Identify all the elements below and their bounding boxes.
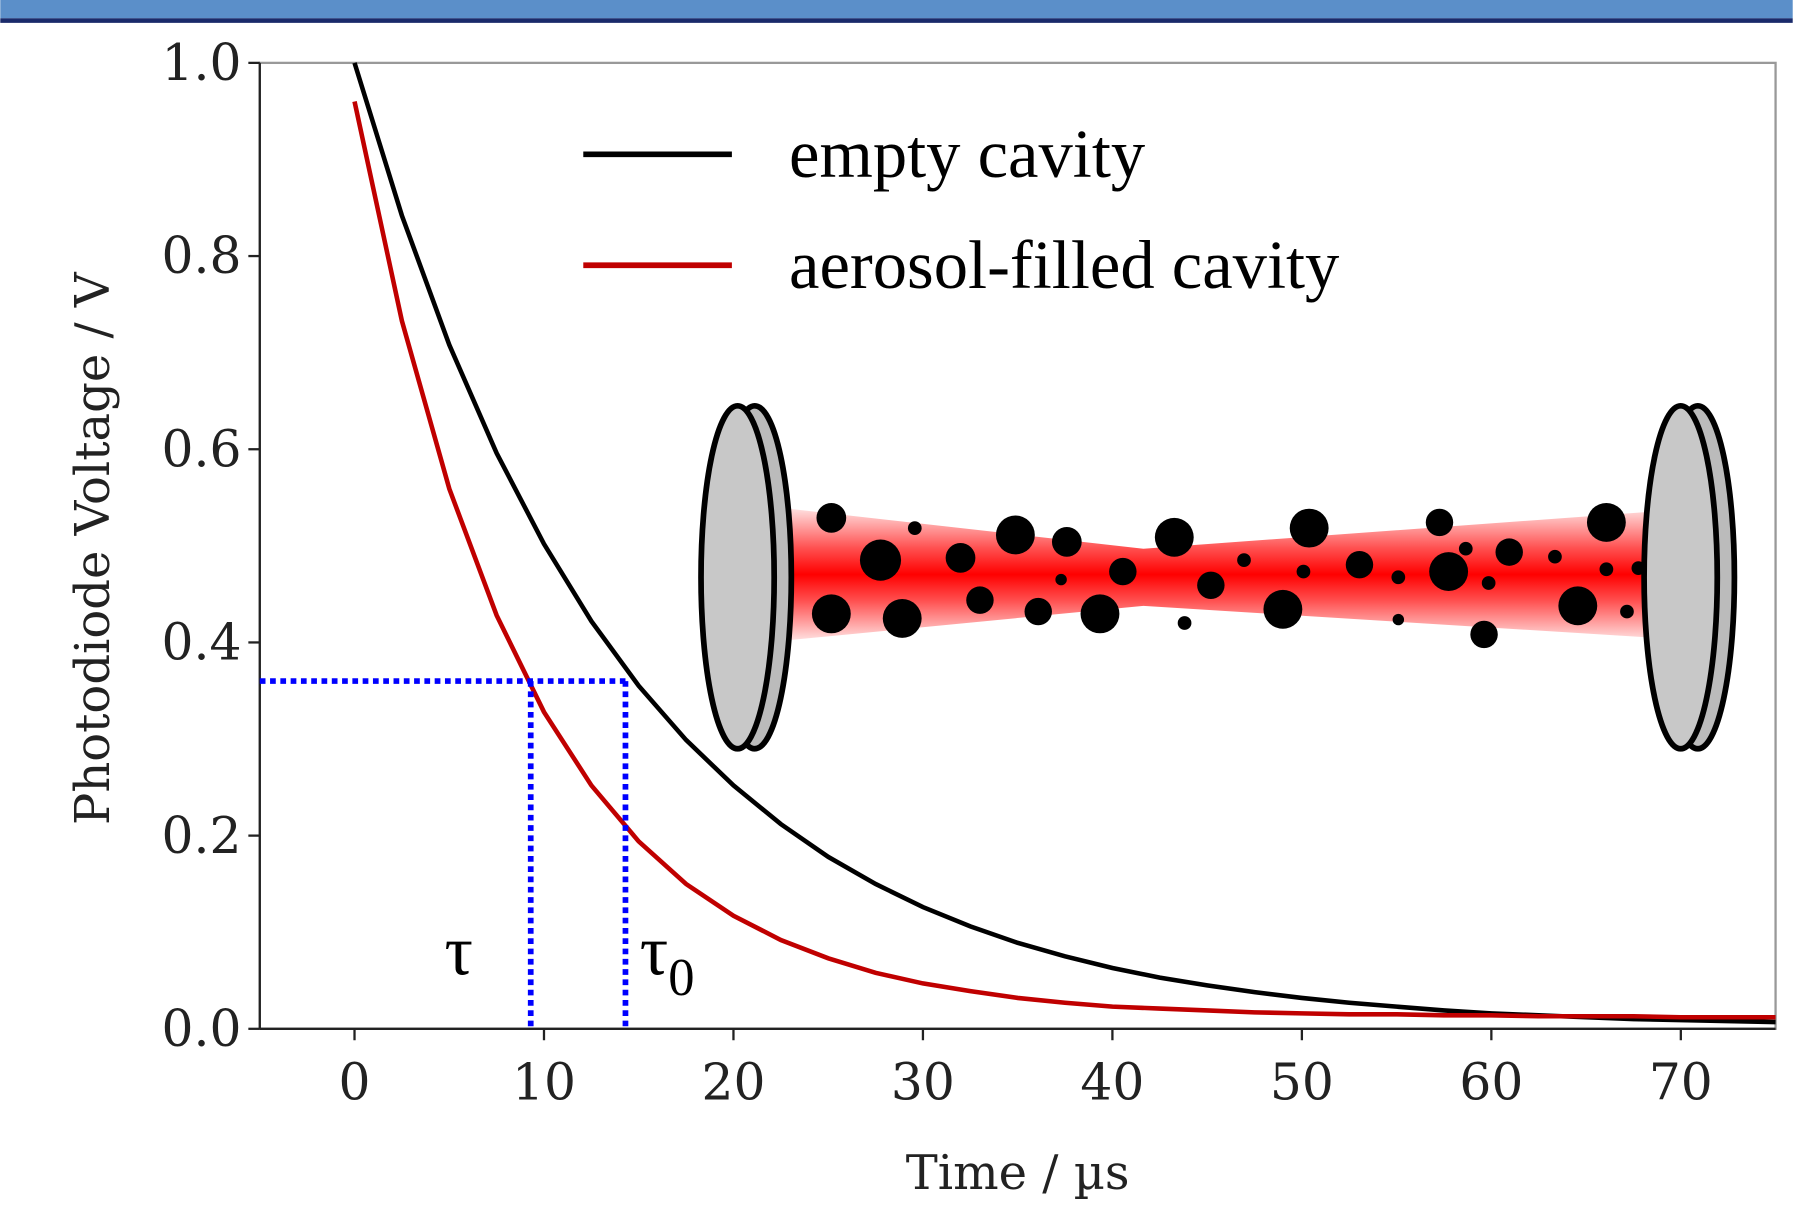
- x-tick-label: 30: [891, 1053, 955, 1112]
- x-tick-label: 60: [1459, 1053, 1523, 1112]
- x-tick-label: 20: [701, 1053, 765, 1112]
- particles: [811, 502, 1646, 649]
- y-tick-label: 0.8: [162, 226, 242, 285]
- x-tick-label: 50: [1270, 1053, 1334, 1112]
- annotation-sub: 0: [668, 949, 694, 1007]
- laser-beam: [789, 508, 1693, 641]
- y-tick-label: 1.0: [162, 33, 242, 92]
- x-tick-label: 0: [339, 1053, 371, 1112]
- y-axis-label: Photodiode Voltage / V: [65, 271, 121, 825]
- banner: [0, 0, 1793, 19]
- x-tick-label: 40: [1080, 1053, 1144, 1112]
- banner-line: [0, 18, 1793, 23]
- mirror: [1641, 402, 1721, 752]
- legend-label: empty cavity: [789, 116, 1146, 192]
- x-tick-label: 10: [512, 1053, 576, 1112]
- cavity-illustration: [698, 402, 1738, 752]
- x-axis-label: Time / µs: [906, 1145, 1130, 1201]
- y-tick-label: 0.2: [162, 806, 242, 865]
- plot-area: [352, 62, 1776, 1025]
- x-tick-label: 70: [1649, 1053, 1713, 1112]
- annotation-text: τ: [444, 912, 472, 990]
- y-tick-label: 0.6: [162, 419, 242, 478]
- series-line: [352, 101, 1776, 1020]
- y-tick-label: 0.0: [162, 999, 242, 1058]
- annotation-text: τ: [640, 912, 668, 990]
- y-tick-label: 0.4: [162, 613, 242, 672]
- annotation: τ0: [640, 912, 695, 1007]
- mirror: [698, 402, 778, 752]
- annotation: τ: [444, 912, 472, 990]
- legend-label: aerosol-filled cavity: [789, 227, 1340, 303]
